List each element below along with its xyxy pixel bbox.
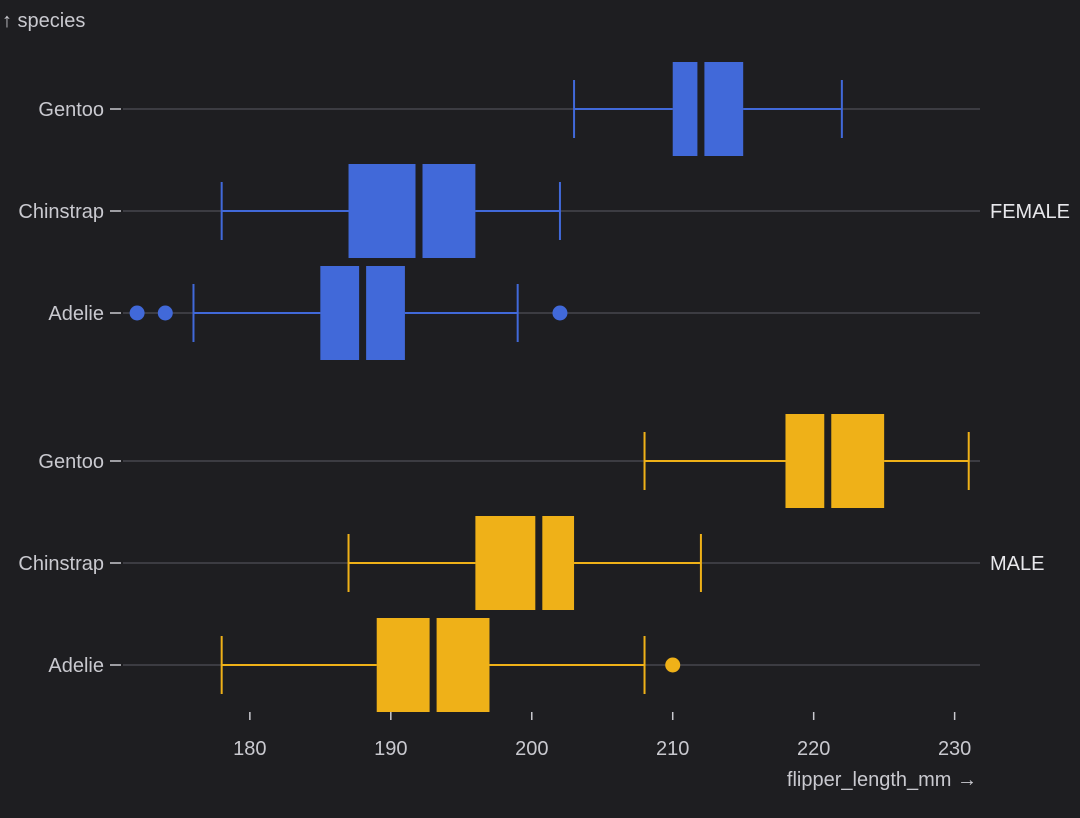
facet-label: MALE <box>990 553 1044 575</box>
x-tick-label: 210 <box>656 738 689 760</box>
median-line <box>429 618 437 712</box>
box-iqr <box>672 62 744 156</box>
box-iqr <box>348 164 476 258</box>
y-tick-label: Chinstrap <box>18 201 104 223</box>
median-line <box>697 62 705 156</box>
facet-label: FEMALE <box>990 201 1070 223</box>
box-iqr <box>785 414 885 508</box>
median-line <box>535 516 543 610</box>
y-tick-label: Gentoo <box>38 451 104 473</box>
x-tick-label: 200 <box>515 738 548 760</box>
outlier-point <box>552 305 568 321</box>
x-axis-label: flipper_length_mm → <box>787 769 977 791</box>
x-tick-label: 220 <box>797 738 830 760</box>
outlier-point <box>129 305 145 321</box>
y-tick-label: Adelie <box>48 655 104 677</box>
x-tick-label: 190 <box>374 738 407 760</box>
plot-area: Gentoo Chinstrap Adelie FEMALE Gentoo Chinstr… <box>18 62 1070 760</box>
outlier-point <box>157 305 173 321</box>
x-tick-label: 180 <box>233 738 266 760</box>
y-axis-label: ↑ species <box>2 10 85 32</box>
y-tick-label: Adelie <box>48 303 104 325</box>
median-line <box>359 266 367 360</box>
y-tick-label: Gentoo <box>38 99 104 121</box>
y-tick-label: Chinstrap <box>18 553 104 575</box>
median-line <box>415 164 423 258</box>
outlier-point <box>665 657 681 673</box>
box-iqr <box>475 516 575 610</box>
median-line <box>824 414 832 508</box>
x-tick-label: 230 <box>938 738 971 760</box>
